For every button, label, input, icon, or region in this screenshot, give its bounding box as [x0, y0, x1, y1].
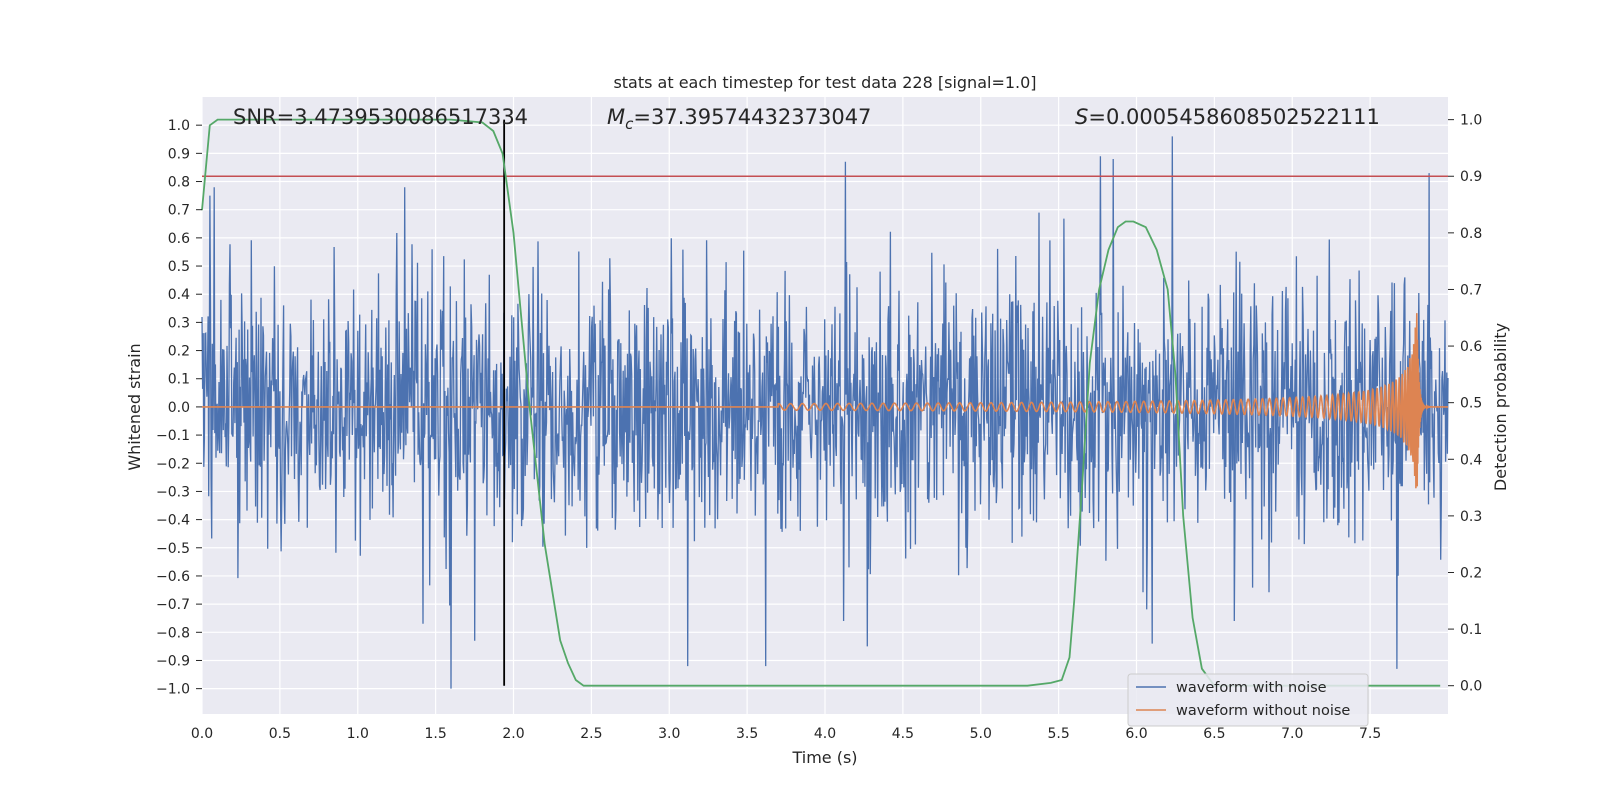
series-waveform-without-noise [202, 313, 1448, 489]
y-tick-label: −1.0 [156, 682, 190, 698]
x-tick-label: 7.5 [1359, 726, 1381, 742]
legend-label-waveform-without-noise: waveform without noise [1176, 703, 1350, 719]
y-tick-label: 0.6 [168, 231, 190, 247]
x-tick-label: 2.0 [502, 726, 524, 742]
y2-tick-label: 0.6 [1460, 339, 1482, 355]
x-tick-label: 0.5 [269, 726, 291, 742]
chart-title: stats at each timestep for test data 228… [613, 73, 1036, 92]
y2-tick-label: 0.1 [1460, 622, 1482, 638]
x-tick-label: 5.5 [1047, 726, 1069, 742]
y-tick-label: 0.2 [168, 344, 190, 360]
x-tick-label: 6.5 [1203, 726, 1225, 742]
y2-axis-title: Detection probability [1491, 323, 1510, 491]
s-value: =0.0005458608502522111 [1088, 105, 1380, 129]
x-tick-label: 4.5 [892, 726, 914, 742]
x-tick-label: 1.0 [347, 726, 369, 742]
y-tick-label: 0.5 [168, 259, 190, 275]
y2-tick-label: 0.5 [1460, 396, 1482, 412]
y2-tick-label: 0.8 [1460, 226, 1482, 242]
y-tick-label: 0.3 [168, 315, 190, 331]
y2-tick-label: 0.7 [1460, 282, 1482, 298]
x-tick-label: 2.5 [580, 726, 602, 742]
overlay-layer [201, 118, 1448, 687]
y-tick-label: 0.8 [168, 175, 190, 191]
y-tick-label: −0.3 [156, 484, 190, 500]
y-tick-label: −0.5 [156, 541, 190, 557]
x-tick-label: 0.0 [191, 726, 213, 742]
x-tick-label: 3.0 [658, 726, 680, 742]
y2-tick-label: 0.4 [1460, 452, 1482, 468]
s-annotation: S=0.0005458608502522111 [1075, 105, 1380, 129]
y2-tick-label: 0.2 [1460, 565, 1482, 581]
snr-annotation: SNR=3.4739530086517334 [233, 105, 528, 129]
x-tick-label: 6.0 [1125, 726, 1147, 742]
legend-label-waveform-with-noise: waveform with noise [1176, 680, 1327, 696]
y-tick-label: 0.0 [168, 400, 190, 416]
y-tick-label: −0.8 [156, 625, 190, 641]
y-tick-label: −0.6 [156, 569, 190, 585]
series-waveform-with-noise [201, 136, 1449, 689]
x-tick-label: 4.0 [814, 726, 836, 742]
series-layer [201, 136, 1449, 689]
chirp-mass-subscript: c [625, 115, 634, 133]
chirp-mass-annotation: Mc=37.39574432373047 [607, 105, 871, 133]
x-tick-label: 5.0 [970, 726, 992, 742]
x-tick-label: 3.5 [736, 726, 758, 742]
y2-tick-label: 1.0 [1460, 113, 1482, 129]
y-tick-label: 0.7 [168, 203, 190, 219]
y-tick-label: −0.4 [156, 513, 190, 529]
x-tick-label: 7.0 [1281, 726, 1303, 742]
series-detection-probability [201, 118, 1441, 687]
y-tick-label: 1.0 [168, 118, 190, 134]
legend-box [1127, 673, 1369, 727]
x-tick-label: 1.5 [424, 726, 446, 742]
legend: waveform with noise waveform without noi… [1127, 673, 1369, 727]
s-symbol: S [1075, 105, 1088, 129]
chirp-mass-symbol: M [607, 105, 625, 129]
y2-tick-label: 0.0 [1460, 679, 1482, 695]
y-tick-label: 0.1 [168, 372, 190, 388]
y-axis-title: Whitened strain [125, 343, 144, 470]
chirp-mass-value: =37.39574432373047 [633, 105, 871, 129]
y-tick-label: 0.9 [168, 146, 190, 162]
axes: 0.0 0.5 1.0 1.5 2.0 2.5 3.0 3.5 4.0 4.5 5.0 5.5 6.0 6… [156, 113, 1482, 742]
y-tick-label: −0.1 [156, 428, 190, 444]
y-tick-label: −0.7 [156, 597, 190, 613]
y2-tick-label: 0.3 [1460, 509, 1482, 525]
x-axis-title: Time (s) [791, 748, 857, 767]
y-tick-label: −0.9 [156, 653, 190, 669]
y-tick-label: 0.4 [168, 287, 190, 303]
y-tick-label: −0.2 [156, 456, 190, 472]
y2-tick-label: 0.9 [1460, 169, 1482, 185]
